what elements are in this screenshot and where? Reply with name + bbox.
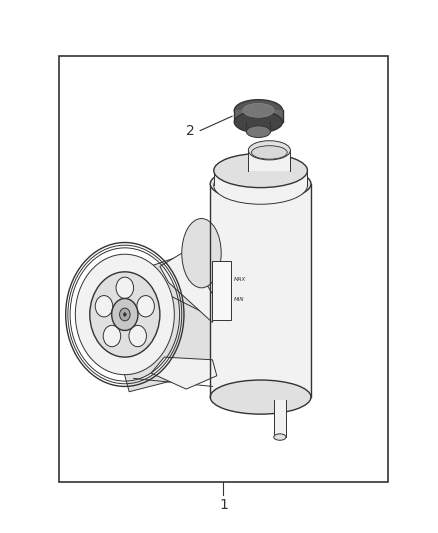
Polygon shape [214, 171, 307, 185]
Polygon shape [160, 251, 217, 322]
Circle shape [112, 298, 138, 330]
Text: 1: 1 [219, 498, 228, 512]
Text: 2: 2 [186, 124, 195, 138]
Polygon shape [120, 245, 221, 397]
Ellipse shape [103, 325, 121, 346]
Text: MAX: MAX [233, 278, 246, 282]
Ellipse shape [95, 296, 113, 317]
Ellipse shape [214, 154, 307, 188]
Ellipse shape [182, 219, 221, 288]
Circle shape [120, 308, 130, 321]
Bar [59, 56, 388, 482]
Circle shape [90, 272, 160, 357]
Circle shape [75, 254, 174, 375]
Ellipse shape [210, 380, 311, 414]
Ellipse shape [116, 277, 134, 298]
Ellipse shape [234, 100, 283, 121]
Bar [212, 261, 231, 320]
Ellipse shape [246, 126, 270, 138]
Ellipse shape [137, 296, 155, 317]
Circle shape [123, 312, 127, 317]
Ellipse shape [243, 103, 274, 117]
Ellipse shape [234, 111, 283, 133]
Polygon shape [234, 110, 283, 122]
Polygon shape [274, 400, 286, 437]
Ellipse shape [214, 167, 307, 204]
Text: MIN: MIN [233, 297, 244, 302]
Ellipse shape [251, 146, 287, 159]
Ellipse shape [248, 141, 290, 160]
Polygon shape [246, 122, 270, 132]
Polygon shape [151, 357, 217, 389]
Ellipse shape [274, 434, 286, 440]
Polygon shape [210, 184, 311, 397]
Ellipse shape [129, 325, 146, 346]
Ellipse shape [210, 167, 311, 201]
Polygon shape [248, 150, 290, 171]
